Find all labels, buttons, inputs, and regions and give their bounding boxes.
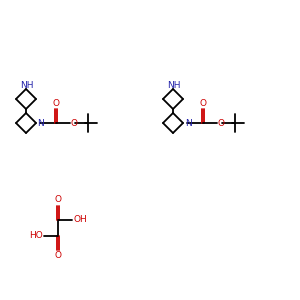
Text: HO: HO — [29, 232, 43, 241]
Text: N: N — [38, 118, 44, 127]
Text: N: N — [184, 118, 191, 127]
Text: O: O — [52, 100, 59, 109]
Text: O: O — [55, 251, 62, 260]
Text: OH: OH — [73, 215, 87, 224]
Text: O: O — [70, 118, 77, 127]
Text: NH: NH — [20, 80, 34, 89]
Text: NH: NH — [167, 80, 181, 89]
Text: O: O — [200, 100, 206, 109]
Text: O: O — [218, 118, 224, 127]
Text: O: O — [55, 196, 62, 205]
